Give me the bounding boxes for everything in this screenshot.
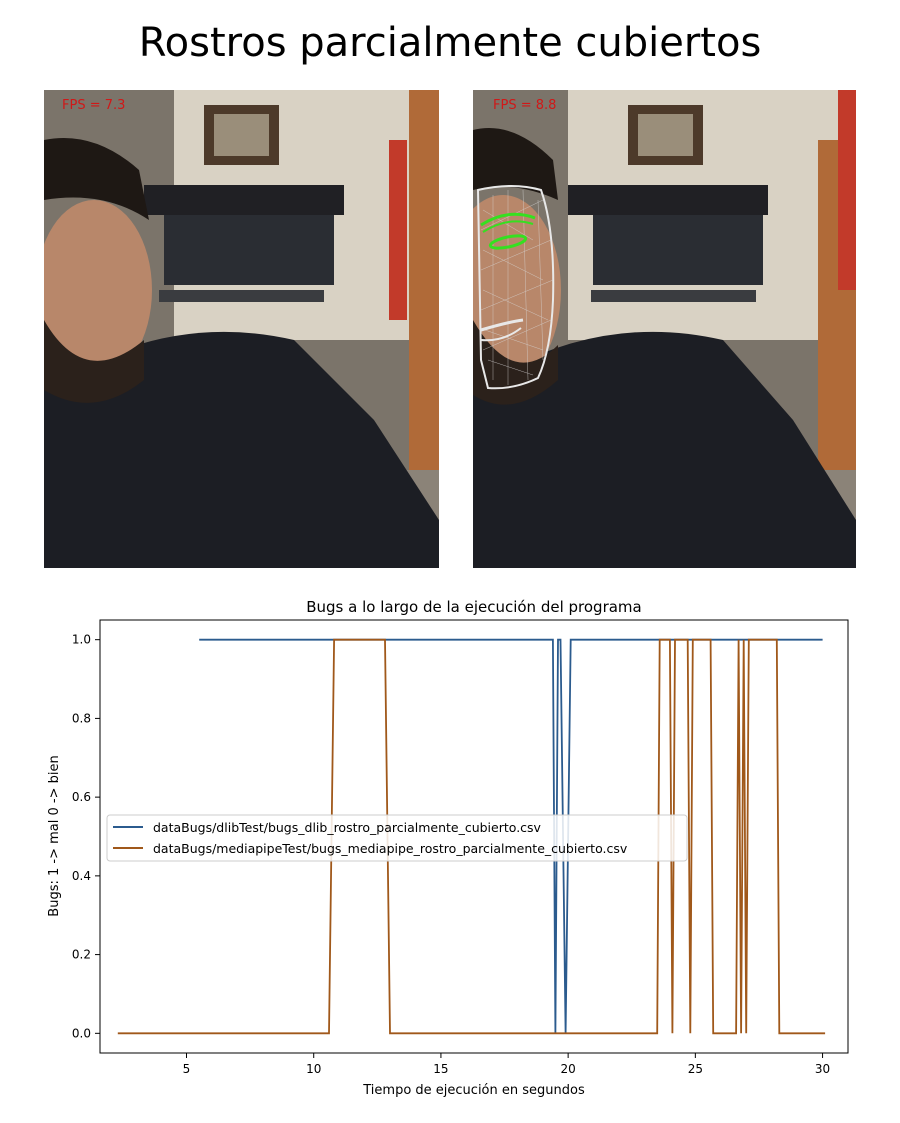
y-axis-ticks: 0.0 0.2 0.4 0.6 0.8 1.0 — [72, 633, 100, 1040]
webcam-frame-mediapipe: FPS = 8.8 — [473, 90, 856, 568]
y-tick-label: 0.0 — [72, 1026, 91, 1040]
legend-box — [106, 814, 688, 862]
legend-entry-dlib: dataBugs/dlibTest/bugs_dlib_rostro_parci… — [153, 820, 542, 835]
legend-entry-mediapipe: dataBugs/mediapipeTest/bugs_mediapipe_ro… — [153, 841, 628, 856]
x-axis-ticks: 5 10 15 20 25 30 — [183, 1053, 830, 1076]
x-tick-label: 20 — [560, 1062, 575, 1076]
x-tick-label: 30 — [815, 1062, 830, 1076]
y-tick-label: 0.6 — [72, 790, 91, 804]
x-tick-label: 10 — [306, 1062, 321, 1076]
y-tick-label: 0.4 — [72, 869, 91, 883]
fps-label-mediapipe: FPS = 8.8 — [493, 98, 557, 113]
y-tick-label: 0.8 — [72, 711, 91, 725]
webcam-image-dlib — [44, 90, 439, 568]
series-line-dlib — [199, 638, 823, 1034]
chart-title: Bugs a lo largo de la ejecución del prog… — [306, 598, 642, 616]
legend: dataBugs/dlibTest/bugs_dlib_rostro_parci… — [106, 814, 688, 862]
fps-label-dlib: FPS = 7.3 — [62, 98, 126, 113]
webcam-frame-dlib: FPS = 7.3 — [44, 90, 439, 568]
x-tick-label: 5 — [183, 1062, 191, 1076]
x-tick-label: 15 — [433, 1062, 448, 1076]
bugs-chart: Bugs a lo largo de la ejecución del prog… — [47, 598, 849, 1098]
webcam-image-mediapipe — [473, 90, 856, 568]
x-axis-label: Tiempo de ejecución en segundos — [362, 1083, 585, 1098]
figure-title: Rostros parcialmente cubiertos — [138, 20, 762, 66]
y-axis-label: Bugs: 1 -> mal 0 -> bien — [47, 755, 62, 916]
y-tick-label: 0.2 — [72, 948, 91, 962]
x-tick-label: 25 — [688, 1062, 703, 1076]
y-tick-label: 1.0 — [72, 633, 91, 647]
